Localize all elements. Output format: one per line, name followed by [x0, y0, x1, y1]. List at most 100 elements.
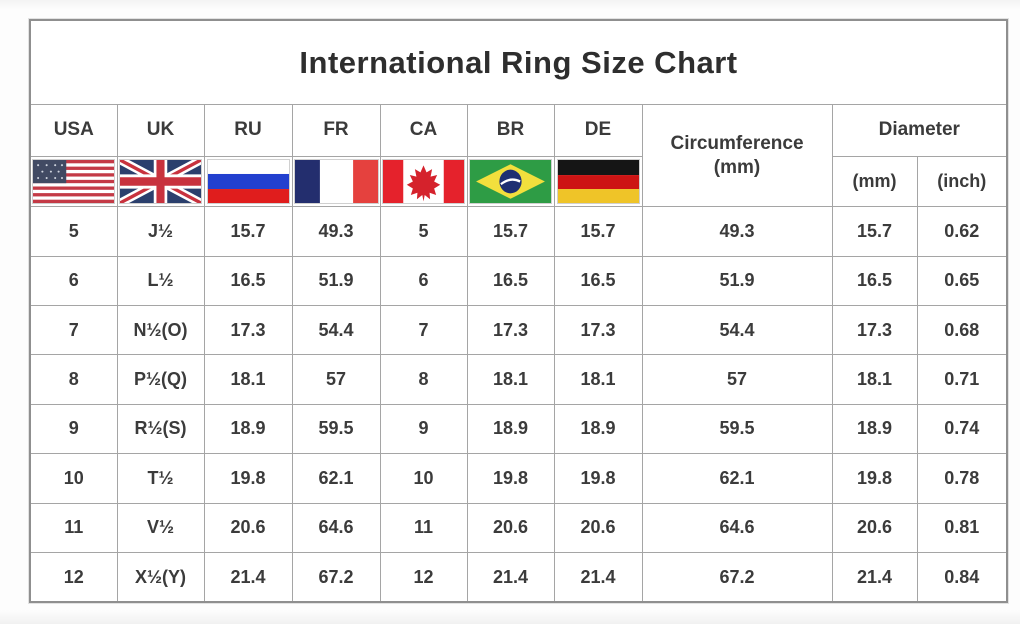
canada-flag-icon — [382, 158, 465, 204]
table-cell: 49.3 — [641, 206, 833, 257]
col-header-circumference: Circumference (mm) — [641, 104, 833, 208]
table-cell: 12 — [379, 552, 468, 603]
table-cell: 20.6 — [831, 502, 918, 554]
table-cell: J½ — [116, 206, 205, 257]
table-cell: 17.3 — [466, 304, 555, 356]
col-header-diameter: Diameter — [831, 104, 1008, 157]
table-cell: 18.1 — [831, 354, 918, 405]
table-cell: 5 — [29, 206, 118, 257]
table-cell: 10 — [379, 453, 468, 504]
table-cell: 16.5 — [831, 255, 918, 306]
brazil-flag-icon — [469, 158, 552, 204]
table-cell: 18.9 — [553, 403, 643, 455]
table-cell: 20.6 — [553, 502, 643, 554]
table-cell: 67.2 — [291, 552, 381, 603]
circumference-label: Circumference — [670, 132, 804, 154]
col-header-ru: RU — [203, 104, 293, 157]
col-header-fr: FR — [291, 104, 381, 157]
table-cell: 19.8 — [553, 453, 643, 504]
table-cell: 15.7 — [203, 206, 293, 257]
table-cell: 0.71 — [916, 354, 1008, 405]
table-cell: 19.8 — [831, 453, 918, 504]
col-header-uk: UK — [116, 104, 205, 157]
table-cell: 57 — [641, 354, 833, 405]
table-cell: 16.5 — [203, 255, 293, 306]
col-header-de: DE — [553, 104, 643, 157]
table-cell: 8 — [29, 354, 118, 405]
table-cell: 54.4 — [641, 304, 833, 356]
table-cell: 64.6 — [641, 502, 833, 554]
table-cell: 15.7 — [831, 206, 918, 257]
table-row: (mm) (inch) — [29, 155, 1008, 208]
table-cell: V½ — [116, 502, 205, 554]
table-cell: 15.7 — [553, 206, 643, 257]
table-cell: 18.9 — [466, 403, 555, 455]
table-cell: 6 — [379, 255, 468, 306]
table-cell: 6 — [29, 255, 118, 306]
table-row: USA UK RU FR CA BR DE Circumference (mm)… — [29, 104, 1008, 208]
table-cell: 64.6 — [291, 502, 381, 554]
table-cell: 19.8 — [466, 453, 555, 504]
table-cell: 0.74 — [916, 403, 1008, 455]
table-cell: 18.1 — [553, 354, 643, 405]
table-cell: 62.1 — [641, 453, 833, 504]
table-cell: 49.3 — [291, 206, 381, 257]
table-cell: L½ — [116, 255, 205, 306]
table-cell: 18.9 — [831, 403, 918, 455]
table-cell: T½ — [116, 453, 205, 504]
germany-flag-icon — [556, 158, 640, 204]
table-cell: 9 — [379, 403, 468, 455]
table-cell: 17.3 — [831, 304, 918, 356]
table-cell: 0.84 — [916, 552, 1008, 603]
table-cell: 21.4 — [466, 552, 555, 603]
table-cell: 62.1 — [291, 453, 381, 504]
table-row: 6 L½ 16.5 51.9 6 16.5 16.5 51.9 16.5 0.6… — [29, 255, 1008, 306]
table-cell: 8 — [379, 354, 468, 405]
table-row: 7 N½(O) 17.3 54.4 7 17.3 17.3 54.4 17.3 … — [29, 304, 1008, 356]
table-cell: X½(Y) — [116, 552, 205, 603]
col-header-usa: USA — [29, 104, 118, 157]
usa-flag-icon — [32, 158, 116, 204]
france-flag-icon — [293, 158, 379, 204]
page-title: International Ring Size Chart — [29, 19, 1008, 106]
diameter-inch-header: (inch) — [916, 155, 1008, 208]
table-row: 8 P½(Q) 18.1 57 8 18.1 18.1 57 18.1 0.71 — [29, 354, 1008, 405]
table-row: 12 X½(Y) 21.4 67.2 12 21.4 21.4 67.2 21.… — [29, 552, 1008, 603]
flag-cell-br — [466, 155, 555, 208]
table-cell: 54.4 — [291, 304, 381, 356]
table-cell: 15.7 — [466, 206, 555, 257]
table-cell: 18.9 — [203, 403, 293, 455]
table-cell: 0.78 — [916, 453, 1008, 504]
col-header-br: BR — [466, 104, 555, 157]
table-cell: 11 — [29, 502, 118, 554]
flag-cell-usa — [29, 155, 118, 208]
table-cell: 51.9 — [641, 255, 833, 306]
table-cell: P½(Q) — [116, 354, 205, 405]
table-cell: 18.1 — [466, 354, 555, 405]
table-cell: 59.5 — [291, 403, 381, 455]
flag-cell-uk — [116, 155, 205, 208]
table-row: 11 V½ 20.6 64.6 11 20.6 20.6 64.6 20.6 0… — [29, 502, 1008, 554]
table-cell: 57 — [291, 354, 381, 405]
flag-cell-fr — [291, 155, 381, 208]
table-cell: 0.65 — [916, 255, 1008, 306]
flag-cell-ca — [379, 155, 468, 208]
table-cell: 17.3 — [553, 304, 643, 356]
table-cell: R½(S) — [116, 403, 205, 455]
table-cell: 21.4 — [553, 552, 643, 603]
table-row: 5 J½ 15.7 49.3 5 15.7 15.7 49.3 15.7 0.6… — [29, 206, 1008, 257]
table-cell: 5 — [379, 206, 468, 257]
table-cell: 7 — [29, 304, 118, 356]
russia-flag-icon — [206, 158, 290, 204]
uk-flag-icon — [119, 158, 202, 204]
table-cell: 21.4 — [203, 552, 293, 603]
table-row: 9 R½(S) 18.9 59.5 9 18.9 18.9 59.5 18.9 … — [29, 403, 1008, 455]
table-cell: 19.8 — [203, 453, 293, 504]
circumference-unit: (mm) — [713, 156, 761, 178]
table-cell: 0.68 — [916, 304, 1008, 356]
table-cell: 21.4 — [831, 552, 918, 603]
table-row: International Ring Size Chart — [29, 19, 1008, 106]
table-cell: 17.3 — [203, 304, 293, 356]
table-row: 10 T½ 19.8 62.1 10 19.8 19.8 62.1 19.8 0… — [29, 453, 1008, 504]
